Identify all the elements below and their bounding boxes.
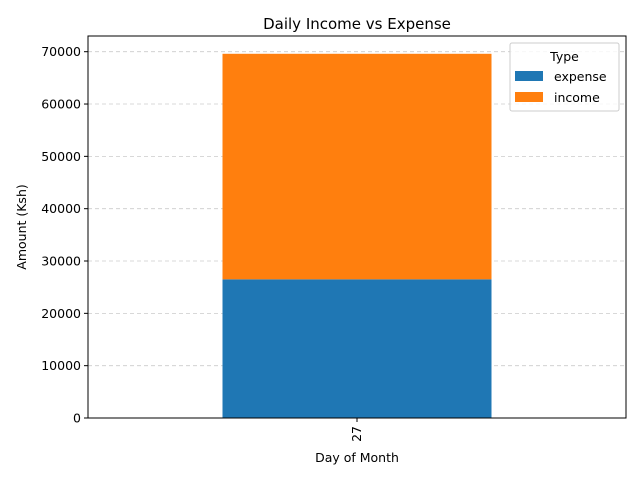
- legend-swatch-income: [515, 92, 543, 102]
- legend-swatch-expense: [515, 71, 543, 81]
- y-axis-label: Amount (Ksh): [14, 184, 29, 269]
- x-tick-label: 27: [349, 426, 364, 442]
- x-axis-label: Day of Month: [315, 450, 399, 465]
- y-tick-label: 30000: [41, 254, 81, 269]
- bar-income-27: [222, 53, 492, 280]
- y-axis: 0 10000 20000 30000 40000 50000 60000 70000: [41, 44, 88, 426]
- legend: Type expense income: [509, 42, 620, 112]
- y-tick-label: 60000: [41, 97, 81, 112]
- y-tick-label: 10000: [41, 358, 81, 373]
- bar-expense-27: [222, 279, 492, 418]
- y-tick-label: 70000: [41, 44, 81, 59]
- y-tick-label: 0: [73, 411, 81, 426]
- x-axis: 27: [349, 418, 364, 442]
- chart-title: Daily Income vs Expense: [263, 15, 451, 33]
- legend-title: Type: [549, 49, 579, 64]
- y-tick-label: 20000: [41, 306, 81, 321]
- legend-label-expense: expense: [554, 69, 607, 84]
- y-tick-label: 50000: [41, 149, 81, 164]
- y-tick-label: 40000: [41, 201, 81, 216]
- bars: [222, 53, 492, 418]
- legend-label-income: income: [554, 90, 600, 105]
